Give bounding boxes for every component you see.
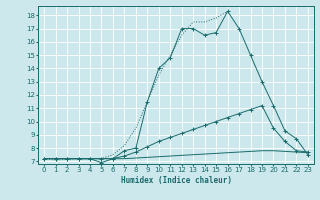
- X-axis label: Humidex (Indice chaleur): Humidex (Indice chaleur): [121, 176, 231, 185]
